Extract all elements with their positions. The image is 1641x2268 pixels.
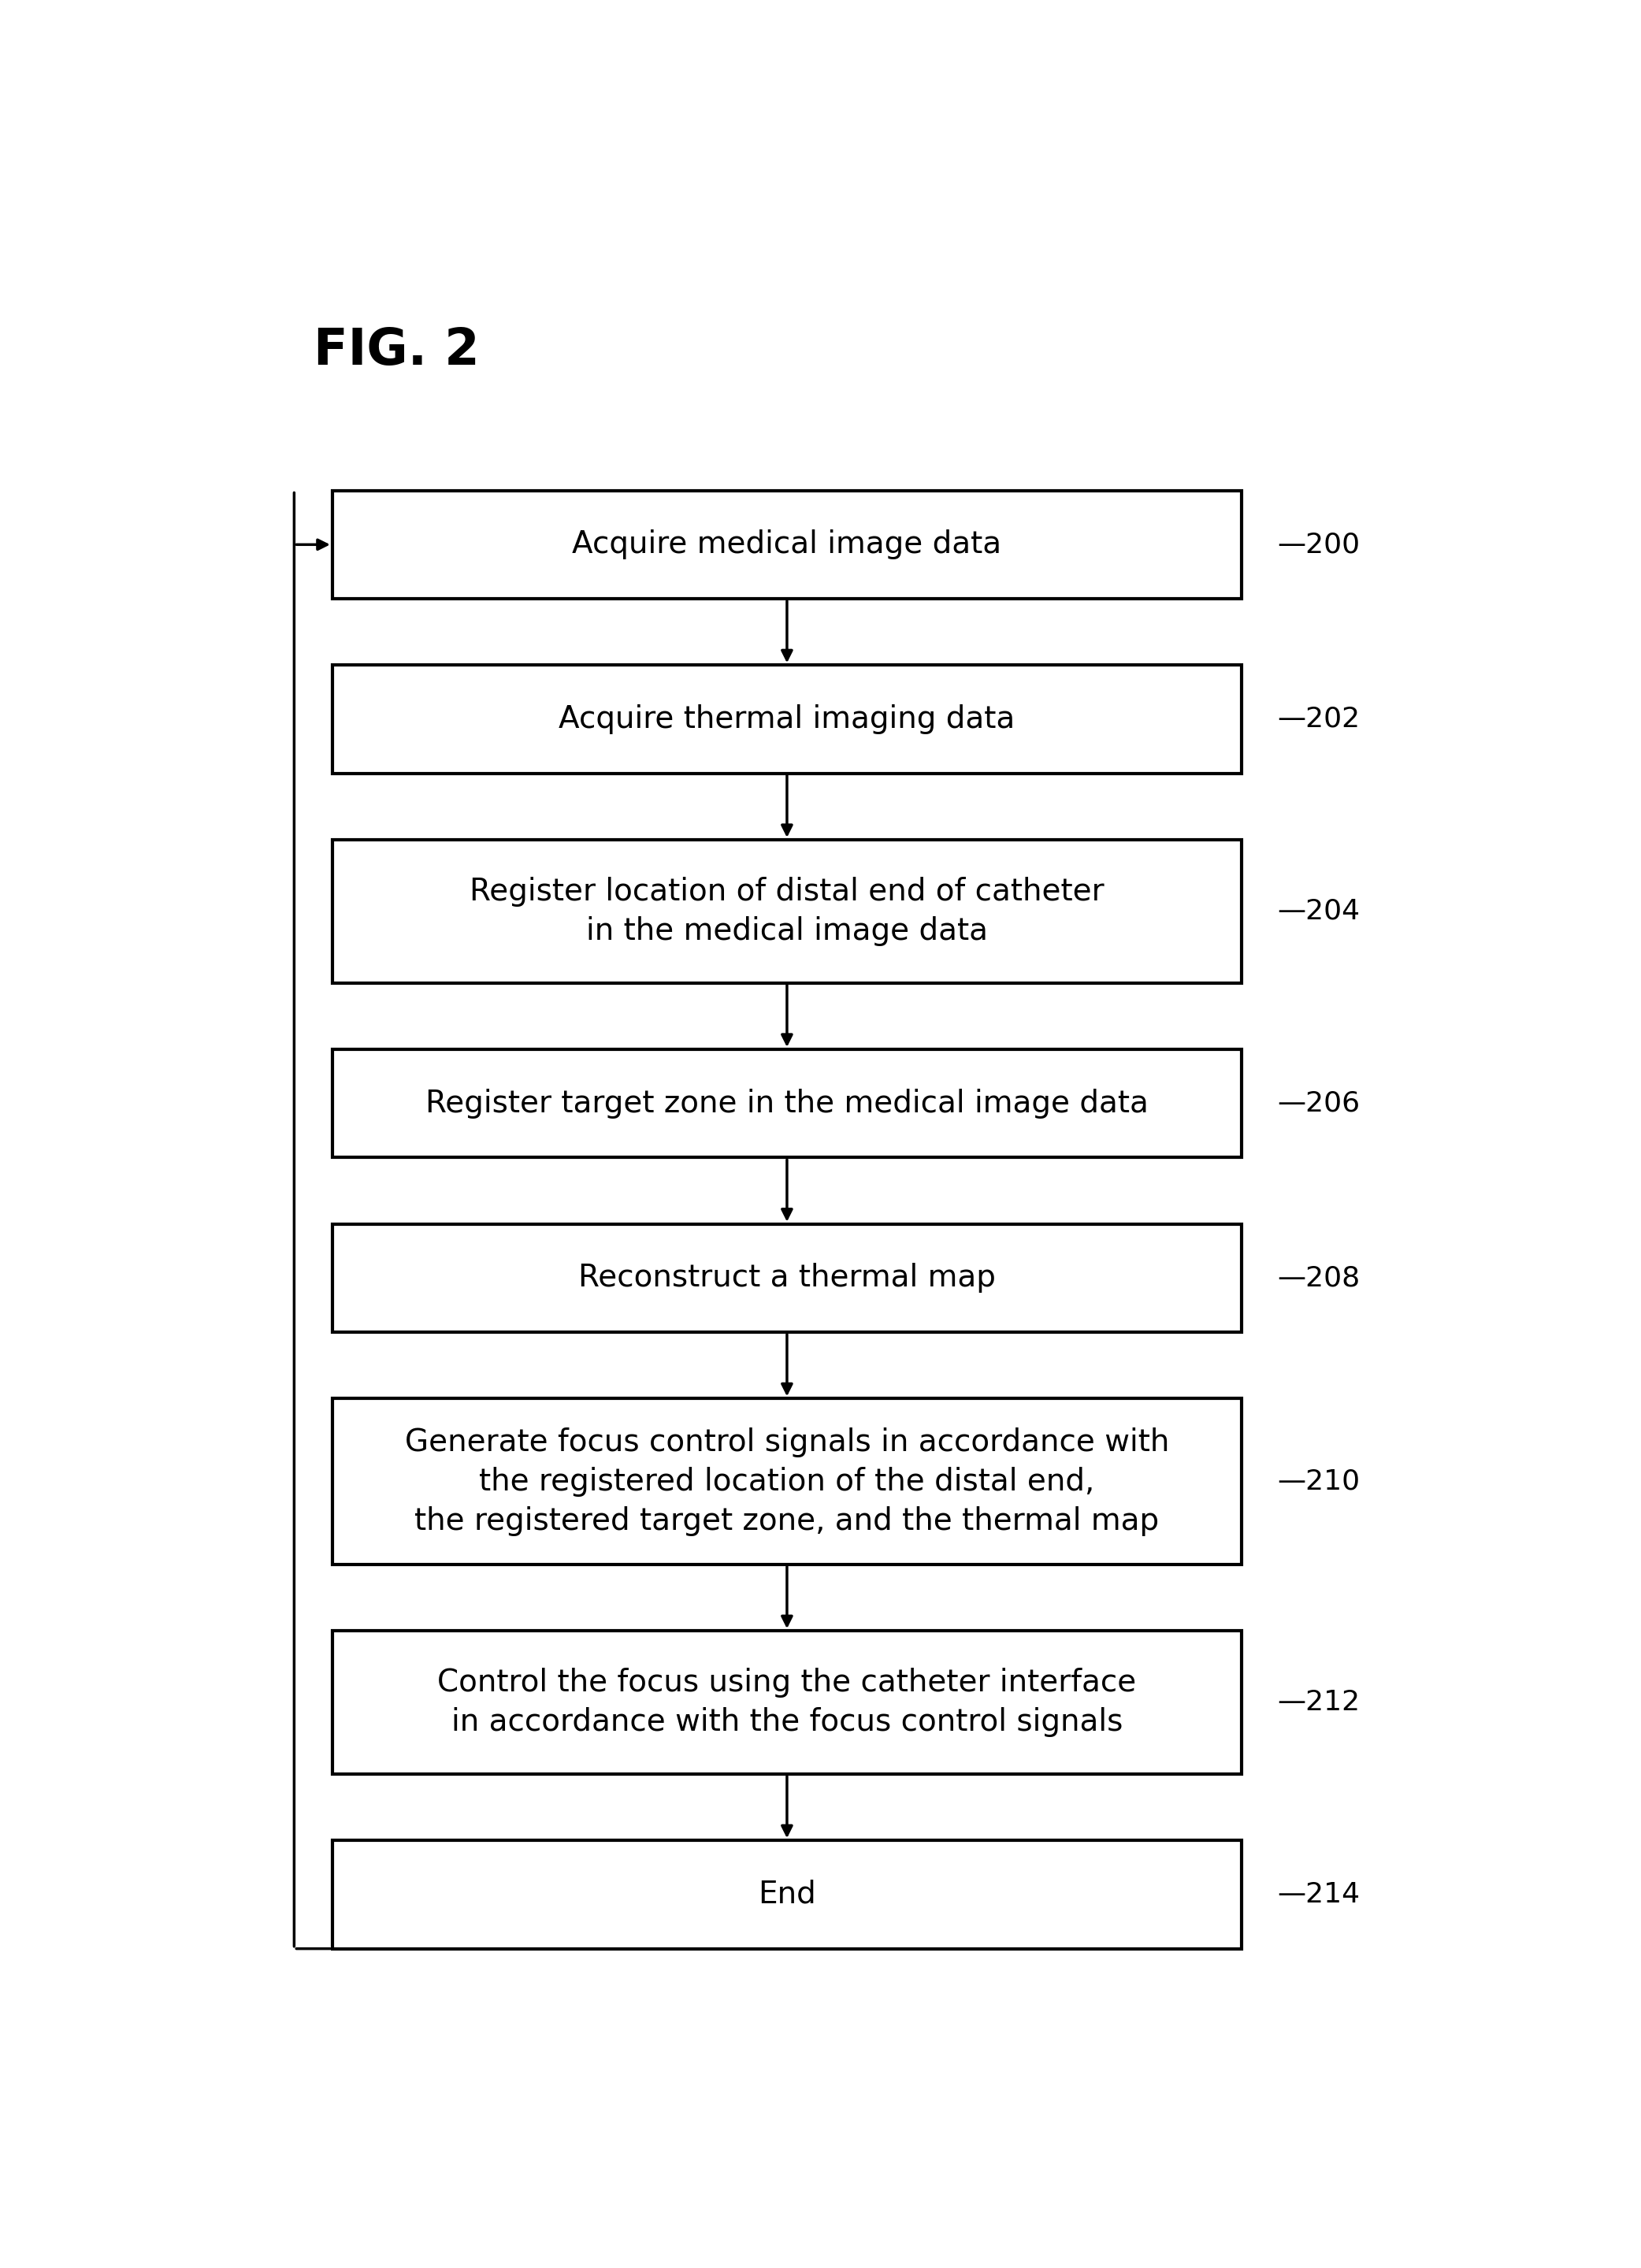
Text: FIG. 2: FIG. 2	[313, 327, 479, 374]
Text: —212: —212	[1277, 1690, 1360, 1717]
FancyBboxPatch shape	[331, 1399, 1242, 1565]
Text: —200: —200	[1277, 531, 1360, 558]
Text: —204: —204	[1277, 898, 1360, 925]
FancyBboxPatch shape	[331, 1631, 1242, 1774]
Text: Register location of distal end of catheter
in the medical image data: Register location of distal end of cathe…	[469, 878, 1104, 946]
FancyBboxPatch shape	[331, 839, 1242, 982]
Text: Acquire thermal imaging data: Acquire thermal imaging data	[560, 705, 1016, 735]
FancyBboxPatch shape	[331, 1839, 1242, 1948]
FancyBboxPatch shape	[331, 1050, 1242, 1157]
Text: —206: —206	[1277, 1091, 1360, 1116]
Text: Acquire medical image data: Acquire medical image data	[573, 531, 1001, 560]
Text: Control the focus using the catheter interface
in accordance with the focus cont: Control the focus using the catheter int…	[438, 1667, 1137, 1737]
Text: Reconstruct a thermal map: Reconstruct a thermal map	[578, 1263, 996, 1293]
Text: End: End	[758, 1880, 816, 1910]
Text: —210: —210	[1277, 1467, 1360, 1495]
Text: —202: —202	[1277, 705, 1360, 733]
Text: Generate focus control signals in accordance with
the registered location of the: Generate focus control signals in accord…	[405, 1427, 1168, 1535]
Text: —214: —214	[1277, 1880, 1360, 1907]
FancyBboxPatch shape	[331, 490, 1242, 599]
FancyBboxPatch shape	[331, 1225, 1242, 1331]
Text: —208: —208	[1277, 1266, 1360, 1290]
FancyBboxPatch shape	[331, 665, 1242, 773]
Text: Register target zone in the medical image data: Register target zone in the medical imag…	[425, 1089, 1149, 1118]
